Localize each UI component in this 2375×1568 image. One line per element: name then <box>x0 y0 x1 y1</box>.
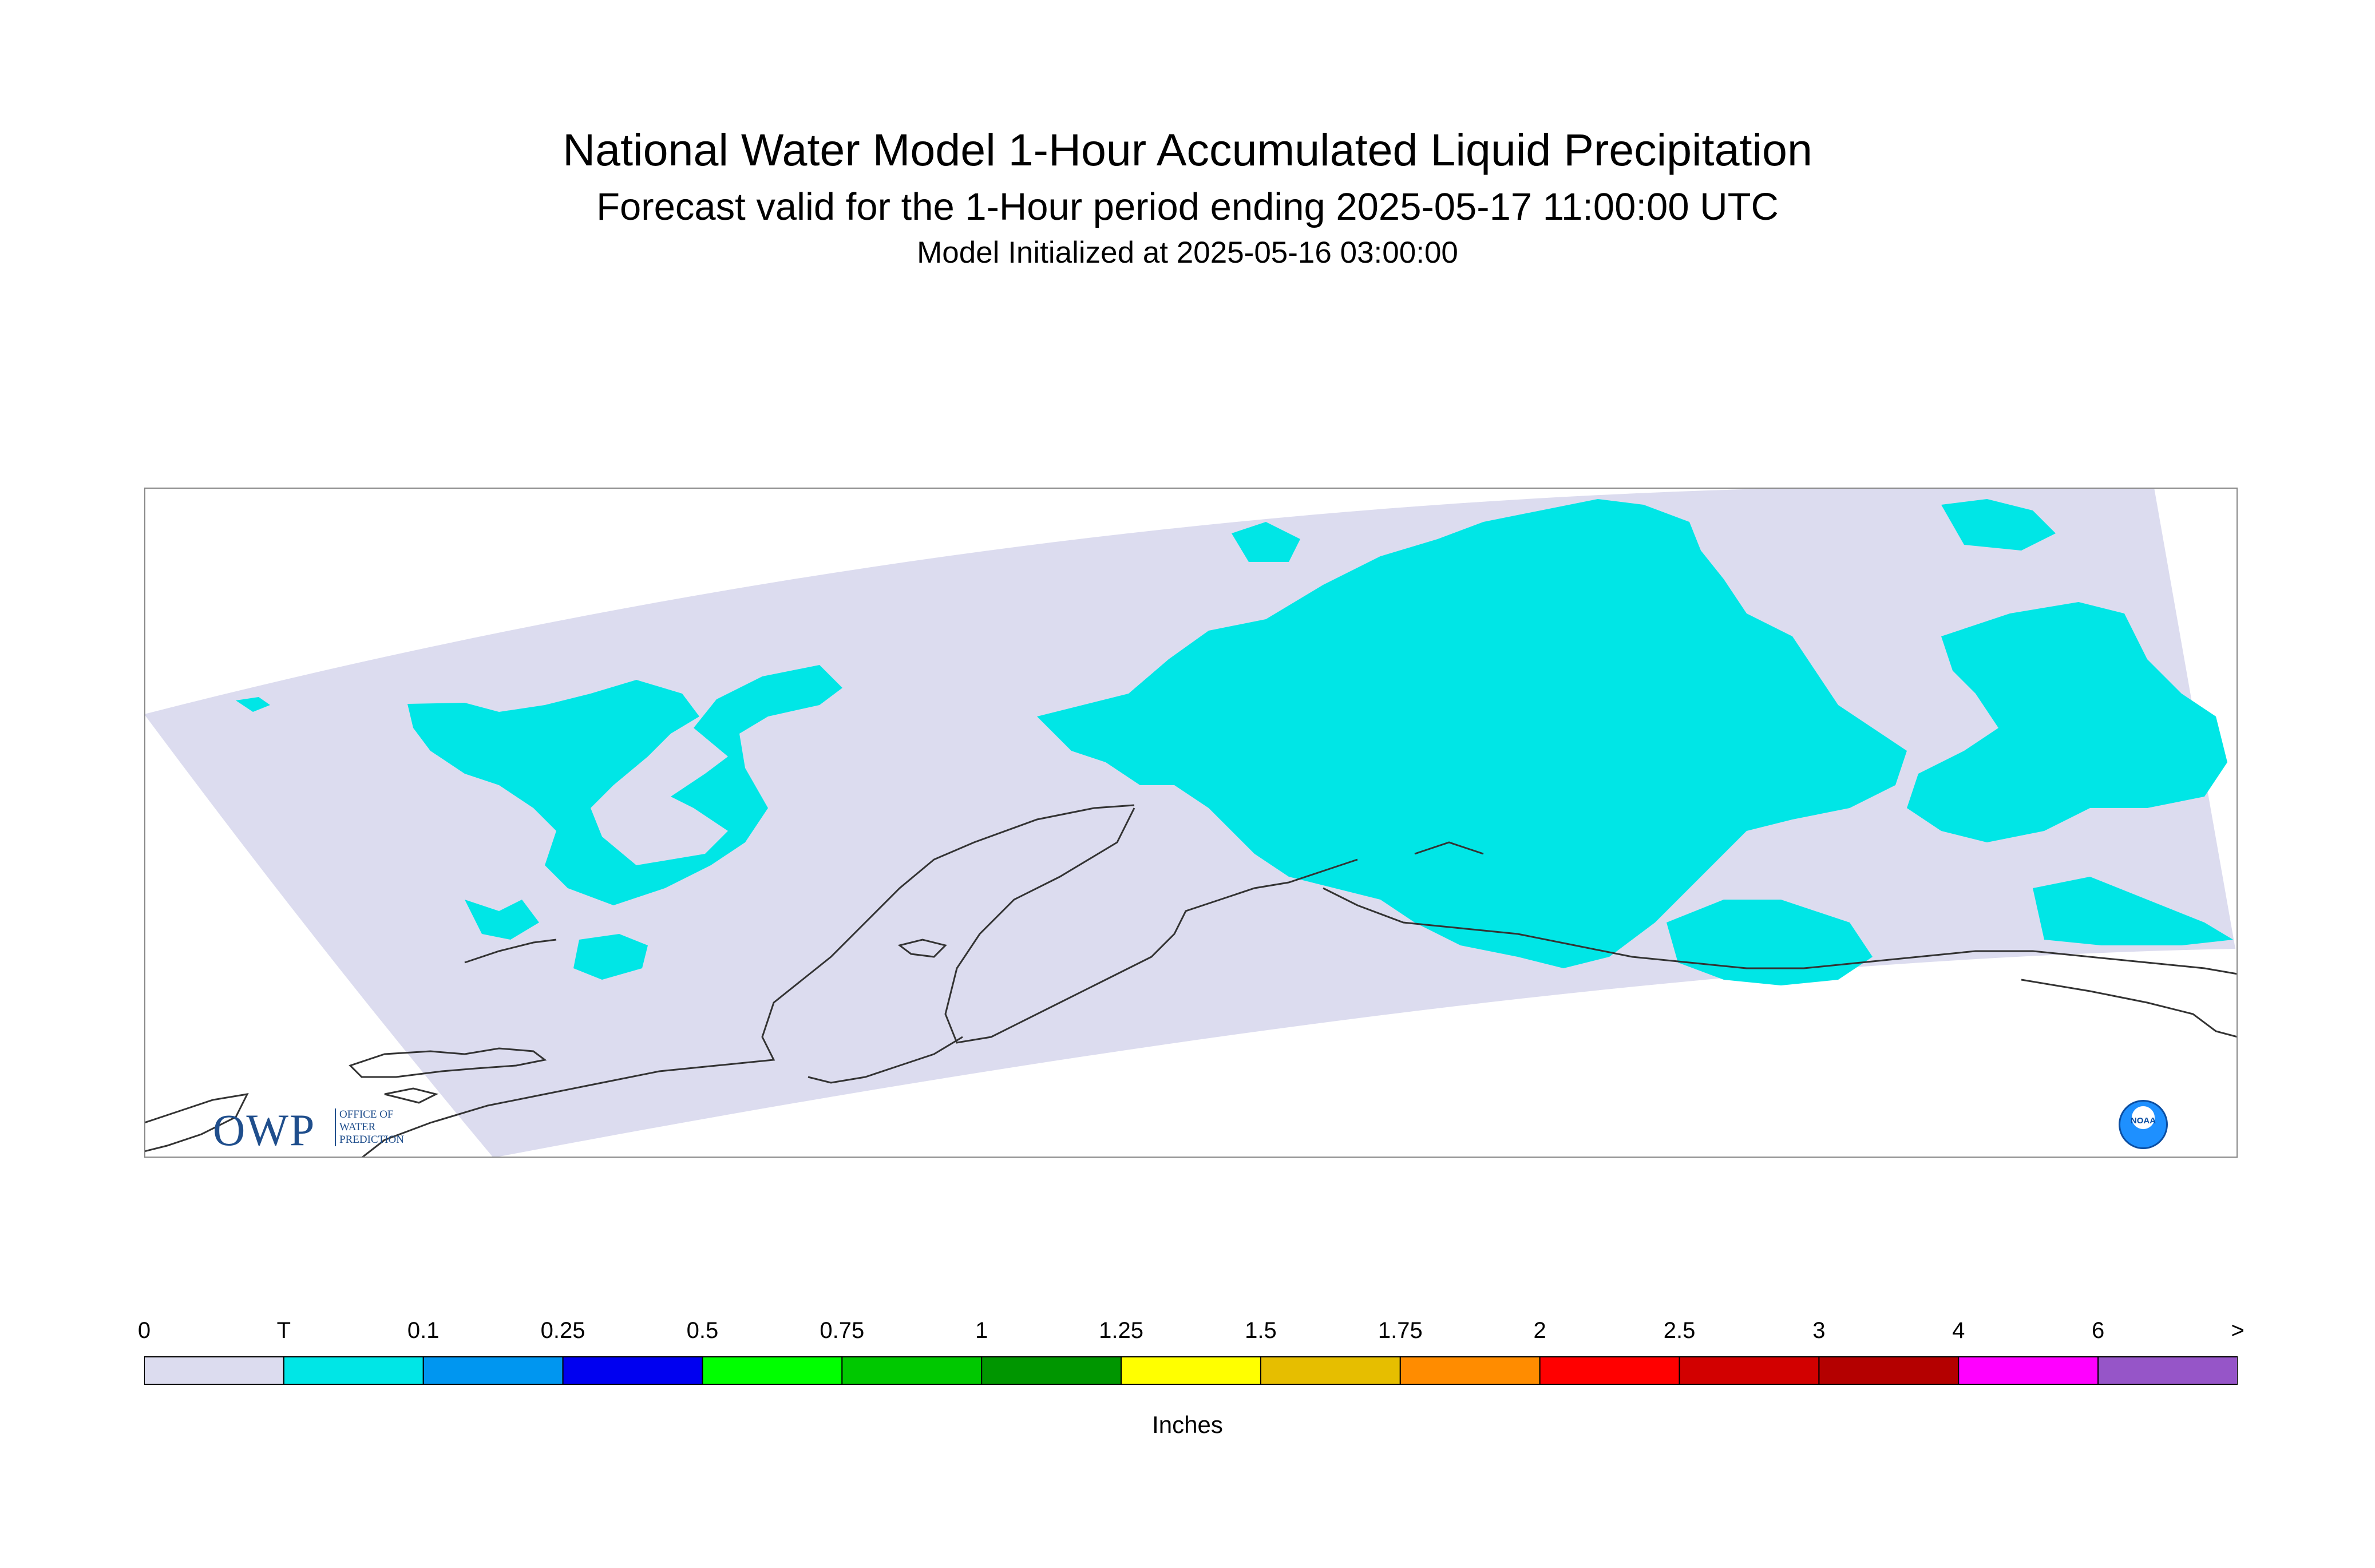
owp-logo-line-3: PREDICTION <box>339 1134 404 1146</box>
coastline-south <box>1323 887 2238 975</box>
precip-area-sw <box>573 934 648 980</box>
legend-tick-label: 1.25 <box>1099 1318 1143 1343</box>
coastline-island-sw <box>384 1087 439 1104</box>
model-init-text: Model Initialized at 2025-05-16 03:00:00 <box>917 236 1458 270</box>
legend-swatch <box>841 1356 983 1385</box>
precip-area-ne <box>1941 499 2056 551</box>
owp-logo-subtitle: OFFICE OF WATER PREDICTION <box>335 1108 404 1146</box>
legend-tick-label: 6 <box>2092 1318 2105 1343</box>
legend-swatch <box>283 1356 424 1385</box>
legend-tick-label: 0.5 <box>686 1318 719 1343</box>
legend-swatch <box>1399 1356 1541 1385</box>
legend-swatch <box>981 1356 1122 1385</box>
legend-tick-label: 0 <box>137 1318 151 1343</box>
coastline-west-line <box>464 939 557 964</box>
coastline-island-large <box>349 1047 547 1078</box>
precip-area-north <box>1232 522 1300 562</box>
legend-tick-label: 1.5 <box>1245 1318 1277 1343</box>
precip-area-east-south <box>2033 877 2233 945</box>
legend-swatch <box>1679 1356 1820 1385</box>
precipitation-map[interactable] <box>144 488 2238 1158</box>
legend-tick-label: 1 <box>975 1318 988 1343</box>
coastlines <box>144 804 2238 1158</box>
legend-tick-label: > <box>2231 1318 2245 1343</box>
coastline-mainland <box>361 804 1135 1158</box>
legend-swatch <box>2097 1356 2238 1385</box>
legend-tick-label: 2 <box>1533 1318 1546 1343</box>
precip-area-central-south <box>1392 854 1495 934</box>
legend-units: Inches <box>1152 1411 1223 1438</box>
legend-swatch <box>422 1356 564 1385</box>
legend-swatch <box>1818 1356 1960 1385</box>
legend-swatch <box>144 1356 284 1385</box>
noaa-logo-icon <box>2119 1100 2168 1149</box>
legend-swatch <box>562 1356 703 1385</box>
owp-logo: OWP <box>213 1105 316 1155</box>
map-subtitle: Forecast valid for the 1-Hour period end… <box>596 185 1779 228</box>
legend-tick-label: 2.5 <box>1663 1318 1696 1343</box>
precip-area-west <box>407 665 842 905</box>
legend-swatch <box>1121 1356 1261 1385</box>
precip-area-west-small <box>465 900 539 940</box>
coastline-island-w <box>144 1093 249 1153</box>
legend-swatch <box>1539 1356 1680 1385</box>
legend-tick-label: T <box>276 1318 291 1343</box>
precip-area-central <box>1037 499 1907 968</box>
coastline-southeast <box>2021 979 2238 1038</box>
coastline-inlet <box>1414 841 1484 855</box>
owp-logo-line-2: WATER <box>339 1121 376 1133</box>
legend-tick-label: 0.1 <box>407 1318 440 1343</box>
legend-tick-label: 1.75 <box>1378 1318 1423 1343</box>
legend-swatch <box>702 1356 843 1385</box>
precip-area-east <box>1907 602 2227 842</box>
coastline-lake <box>897 939 947 958</box>
legend-tick-label: 0.75 <box>820 1318 865 1343</box>
precip-area-se <box>1667 900 1873 985</box>
map-title: National Water Model 1-Hour Accumulated … <box>563 124 1812 175</box>
owp-logo-line-1: OFFICE OF <box>339 1108 394 1120</box>
legend-tick-label: 3 <box>1812 1318 1826 1343</box>
precip-area-nw <box>236 697 270 712</box>
legend-swatch <box>1958 1356 2099 1385</box>
legend-tick-label: 0.25 <box>540 1318 585 1343</box>
color-legend <box>144 1356 2238 1385</box>
noaa-logo-text: NOAA <box>2130 1116 2156 1126</box>
precip-areas <box>236 499 2233 985</box>
coastline-bristol <box>808 1036 963 1084</box>
map-frame <box>144 488 2238 1158</box>
legend-swatch <box>1260 1356 1401 1385</box>
legend-tick-label: 4 <box>1952 1318 1965 1343</box>
coastline-peninsula <box>944 807 1358 1044</box>
